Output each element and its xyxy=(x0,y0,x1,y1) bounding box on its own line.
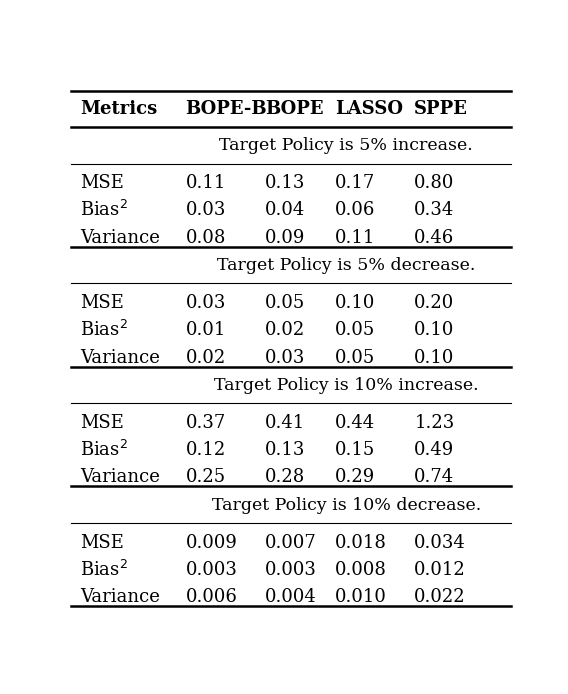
Text: 0.05: 0.05 xyxy=(335,321,375,339)
Text: 0.003: 0.003 xyxy=(185,561,237,579)
Text: 0.08: 0.08 xyxy=(185,228,226,246)
Text: 0.02: 0.02 xyxy=(265,321,305,339)
Text: MSE: MSE xyxy=(80,174,124,192)
Text: 0.03: 0.03 xyxy=(185,201,226,219)
Text: 0.004: 0.004 xyxy=(265,589,316,607)
Text: MSE: MSE xyxy=(80,534,124,552)
Text: 0.006: 0.006 xyxy=(185,589,237,607)
Text: Bias$^2$: Bias$^2$ xyxy=(80,201,128,221)
Text: 0.25: 0.25 xyxy=(185,468,225,486)
Text: 0.34: 0.34 xyxy=(415,201,454,219)
Text: 0.11: 0.11 xyxy=(185,174,226,192)
Text: MSE: MSE xyxy=(80,414,124,432)
Text: 0.009: 0.009 xyxy=(185,534,237,552)
Text: Variance: Variance xyxy=(80,348,160,366)
Text: 0.49: 0.49 xyxy=(415,441,454,459)
Text: 0.46: 0.46 xyxy=(415,228,454,246)
Text: 0.01: 0.01 xyxy=(185,321,226,339)
Text: SPPE: SPPE xyxy=(415,100,468,118)
Text: 0.12: 0.12 xyxy=(185,441,225,459)
Text: 0.022: 0.022 xyxy=(415,589,466,607)
Text: 0.02: 0.02 xyxy=(185,348,225,366)
Text: 0.03: 0.03 xyxy=(185,294,226,312)
Text: 0.10: 0.10 xyxy=(415,321,455,339)
Text: 0.17: 0.17 xyxy=(335,174,375,192)
Text: BOPE-B: BOPE-B xyxy=(185,100,267,118)
Text: 0.20: 0.20 xyxy=(415,294,454,312)
Text: 0.09: 0.09 xyxy=(265,228,305,246)
Text: 0.80: 0.80 xyxy=(415,174,455,192)
Text: Variance: Variance xyxy=(80,468,160,486)
Text: 0.007: 0.007 xyxy=(265,534,316,552)
Text: Variance: Variance xyxy=(80,228,160,246)
Text: 0.28: 0.28 xyxy=(265,468,305,486)
Text: 0.05: 0.05 xyxy=(265,294,305,312)
Text: 0.04: 0.04 xyxy=(265,201,305,219)
Text: Target Policy is 10% increase.: Target Policy is 10% increase. xyxy=(214,377,478,394)
Text: 0.03: 0.03 xyxy=(265,348,305,366)
Text: 0.10: 0.10 xyxy=(335,294,375,312)
Text: 0.010: 0.010 xyxy=(335,589,387,607)
Text: Target Policy is 5% increase.: Target Policy is 5% increase. xyxy=(219,137,473,154)
Text: 0.13: 0.13 xyxy=(265,174,305,192)
Text: Target Policy is 5% decrease.: Target Policy is 5% decrease. xyxy=(217,257,475,274)
Text: 0.44: 0.44 xyxy=(335,414,375,432)
Text: 0.05: 0.05 xyxy=(335,348,375,366)
Text: 0.012: 0.012 xyxy=(415,561,466,579)
Text: Bias$^2$: Bias$^2$ xyxy=(80,320,128,340)
Text: 1.23: 1.23 xyxy=(415,414,454,432)
Text: 0.74: 0.74 xyxy=(415,468,454,486)
Text: 0.034: 0.034 xyxy=(415,534,466,552)
Text: Metrics: Metrics xyxy=(80,100,157,118)
Text: Bias$^2$: Bias$^2$ xyxy=(80,560,128,580)
Text: 0.15: 0.15 xyxy=(335,441,375,459)
Text: Variance: Variance xyxy=(80,589,160,607)
Text: Target Policy is 10% decrease.: Target Policy is 10% decrease. xyxy=(211,497,481,514)
Text: 0.10: 0.10 xyxy=(415,348,455,366)
Text: 0.37: 0.37 xyxy=(185,414,225,432)
Text: Bias$^2$: Bias$^2$ xyxy=(80,440,128,460)
Text: LASSO: LASSO xyxy=(335,100,403,118)
Text: 0.29: 0.29 xyxy=(335,468,375,486)
Text: BOPE: BOPE xyxy=(265,100,323,118)
Text: 0.018: 0.018 xyxy=(335,534,387,552)
Text: MSE: MSE xyxy=(80,294,124,312)
Text: 0.06: 0.06 xyxy=(335,201,375,219)
Text: 0.13: 0.13 xyxy=(265,441,305,459)
Text: 0.003: 0.003 xyxy=(265,561,316,579)
Text: 0.41: 0.41 xyxy=(265,414,305,432)
Text: 0.008: 0.008 xyxy=(335,561,387,579)
Text: 0.11: 0.11 xyxy=(335,228,375,246)
